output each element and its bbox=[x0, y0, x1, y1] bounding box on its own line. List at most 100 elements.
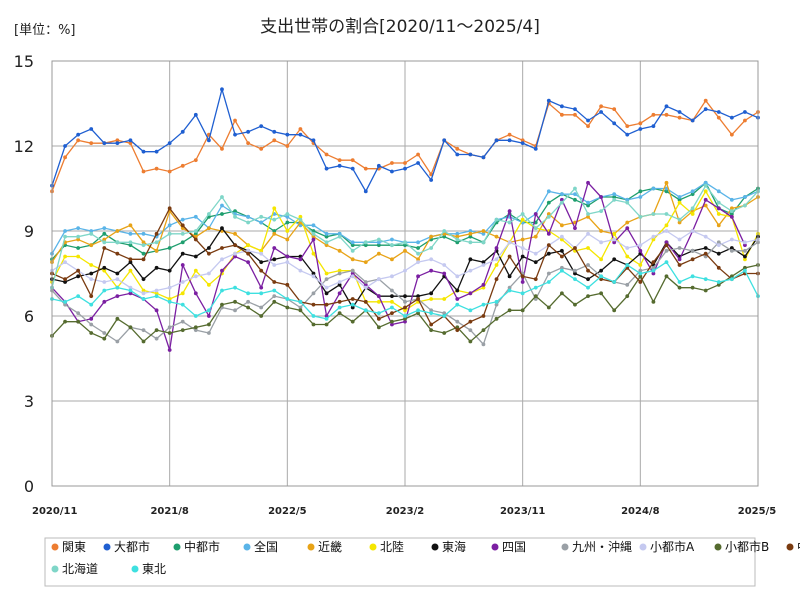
data-point bbox=[638, 195, 643, 199]
data-point bbox=[259, 291, 264, 296]
data-point bbox=[546, 214, 551, 219]
data-point bbox=[180, 163, 185, 168]
legend-label: 大都市 bbox=[114, 539, 150, 554]
data-point bbox=[442, 314, 447, 318]
data-point bbox=[612, 240, 617, 245]
data-point bbox=[89, 231, 94, 236]
legend-marker bbox=[714, 543, 722, 551]
data-point bbox=[677, 197, 682, 202]
data-point bbox=[220, 302, 224, 307]
data-point bbox=[481, 342, 486, 347]
data-point bbox=[167, 297, 172, 301]
legend-marker bbox=[307, 543, 315, 551]
data-point bbox=[429, 328, 434, 333]
data-point bbox=[350, 302, 355, 307]
data-point bbox=[259, 260, 264, 265]
data-point bbox=[455, 234, 460, 239]
x-tick-label: 2025/5 bbox=[738, 506, 776, 517]
data-point bbox=[350, 240, 355, 245]
data-point bbox=[272, 294, 277, 299]
data-point bbox=[311, 223, 316, 228]
data-point bbox=[63, 254, 67, 259]
data-point bbox=[298, 132, 303, 137]
data-point bbox=[141, 291, 146, 296]
data-point bbox=[167, 169, 172, 174]
data-point bbox=[324, 152, 329, 157]
data-point bbox=[390, 294, 394, 299]
data-point bbox=[285, 220, 290, 225]
data-point bbox=[272, 288, 277, 293]
data-point bbox=[363, 280, 368, 284]
data-point bbox=[625, 263, 630, 267]
data-point bbox=[703, 197, 708, 202]
data-point bbox=[690, 192, 695, 197]
data-point bbox=[89, 331, 94, 335]
data-point bbox=[311, 271, 316, 276]
data-point bbox=[573, 226, 577, 231]
data-point bbox=[442, 234, 447, 239]
data-point bbox=[206, 331, 211, 335]
data-point bbox=[167, 285, 172, 290]
data-point bbox=[154, 248, 159, 253]
data-point bbox=[311, 138, 316, 143]
data-point bbox=[154, 240, 159, 245]
data-point bbox=[233, 243, 237, 248]
y-tick-label: 15 bbox=[14, 52, 34, 71]
data-point bbox=[481, 263, 486, 267]
data-point bbox=[128, 257, 133, 262]
data-point bbox=[102, 141, 107, 146]
data-point bbox=[233, 251, 237, 256]
data-point bbox=[259, 314, 264, 318]
data-point bbox=[481, 314, 486, 318]
data-point bbox=[350, 319, 355, 324]
legend-marker bbox=[491, 543, 499, 551]
data-point bbox=[651, 237, 656, 242]
data-point bbox=[376, 325, 381, 330]
data-point bbox=[455, 288, 460, 293]
legend-item: 全国 bbox=[243, 539, 278, 554]
data-point bbox=[63, 280, 67, 284]
data-point bbox=[546, 271, 551, 276]
data-point bbox=[311, 291, 316, 296]
data-point bbox=[376, 251, 381, 256]
data-point bbox=[76, 254, 81, 259]
data-point bbox=[468, 152, 473, 157]
data-point bbox=[651, 186, 656, 191]
data-point bbox=[559, 291, 564, 296]
data-point bbox=[154, 288, 159, 293]
data-point bbox=[272, 246, 277, 250]
legend-item: 関東 bbox=[51, 540, 86, 554]
data-point bbox=[625, 132, 630, 137]
data-point bbox=[324, 322, 329, 327]
data-point bbox=[533, 251, 538, 256]
data-point bbox=[468, 319, 473, 324]
data-point bbox=[599, 240, 604, 245]
data-point bbox=[350, 268, 355, 273]
data-point bbox=[690, 285, 695, 290]
data-point bbox=[573, 186, 577, 191]
data-point bbox=[677, 285, 682, 290]
data-point bbox=[520, 217, 525, 222]
data-point bbox=[625, 124, 630, 129]
data-point bbox=[743, 110, 747, 114]
data-point bbox=[520, 138, 525, 143]
data-point bbox=[220, 212, 224, 216]
data-point bbox=[507, 274, 512, 279]
data-point bbox=[220, 288, 224, 293]
data-point bbox=[533, 212, 538, 216]
data-point bbox=[520, 212, 525, 216]
data-point bbox=[716, 243, 721, 248]
data-point bbox=[272, 206, 277, 211]
data-point bbox=[76, 319, 81, 324]
data-point bbox=[76, 226, 81, 231]
data-point bbox=[677, 257, 682, 262]
data-point bbox=[193, 229, 198, 233]
data-point bbox=[180, 217, 185, 222]
data-point bbox=[206, 212, 211, 216]
data-point bbox=[573, 107, 577, 112]
data-point bbox=[468, 231, 473, 236]
data-point bbox=[206, 322, 211, 327]
data-point bbox=[442, 331, 447, 335]
data-point bbox=[350, 297, 355, 301]
data-point bbox=[154, 166, 159, 171]
